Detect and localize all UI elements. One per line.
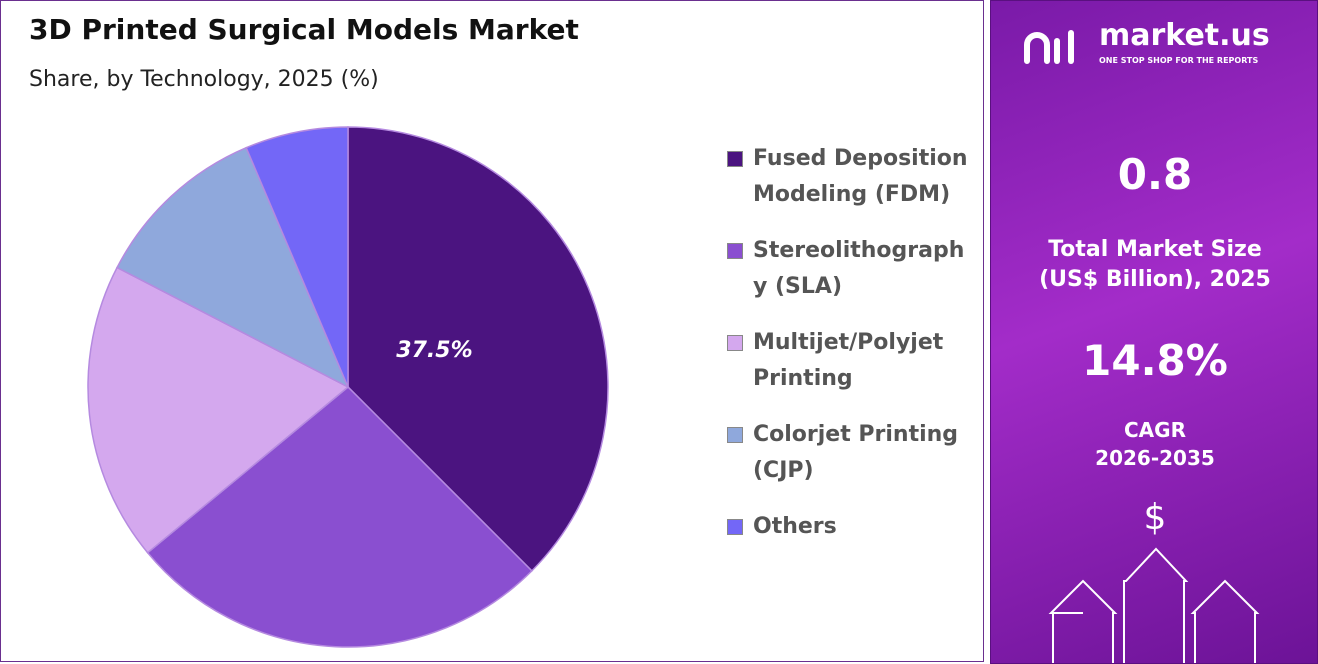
cagr-label: 2026-2035 [1095,446,1215,470]
legend: Fused Deposition Modeling (FDM) Stereolit… [727,141,977,565]
legend-label: Others [753,514,837,539]
legend-label: Stereolithography (SLA) [753,238,965,299]
pie-slice [347,126,609,572]
legend-swatch [727,151,743,167]
logo-icon [1024,30,1074,64]
cagr-label: CAGR [1124,418,1186,442]
market-size: 0.8 [1118,150,1192,199]
legend-swatch [727,519,743,535]
brand: market.us [1099,18,1270,53]
pie-slice [116,146,350,389]
market-size-label: Total Market Size [1048,237,1262,262]
data-label: 37.5% [396,338,472,363]
pie-chart: 37.5% [87,126,609,648]
legend-label: Multijet/Polyjet Printing [753,330,944,391]
tagline: ONE STOP SHOP FOR THE REPORTS [1099,56,1258,65]
market-size-label: (US$ Billion), 2025 [1039,267,1271,292]
legend-item: Stereolithography (SLA) [727,233,977,305]
legend-item: Multijet/Polyjet Printing [727,325,977,397]
summary-panel: market.us ONE STOP SHOP FOR THE REPORTS … [990,0,1318,664]
legend-label: Fused Deposition Modeling (FDM) [753,146,968,207]
legend-item: Others [727,509,977,545]
pie-slice [245,126,349,388]
chart-subtitle: Share, by Technology, 2025 (%) [29,67,379,92]
cagr: 14.8% [1082,336,1228,385]
legend-label: Colorjet Printing (CJP) [753,422,959,483]
legend-item: Fused Deposition Modeling (FDM) [727,141,977,213]
legend-swatch [727,243,743,259]
arrows [1048,547,1260,663]
chart-panel: 3D Printed Surgical Models Market Share,… [0,0,984,662]
chart-title: 3D Printed Surgical Models Market [29,13,579,46]
legend-swatch [727,427,743,443]
panel-graphics: market.us ONE STOP SHOP FOR THE REPORTS … [1024,18,1271,663]
legend-item: Colorjet Printing (CJP) [727,417,977,489]
pie-slice [87,266,350,554]
currency-icon: $ [1144,497,1167,538]
legend-swatch [727,335,743,351]
pie-slice [146,385,533,648]
